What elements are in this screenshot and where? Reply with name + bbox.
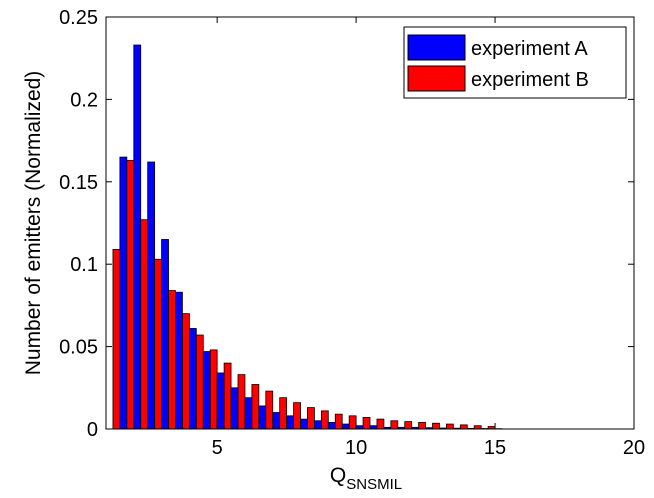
bar-experiment-b	[432, 422, 440, 430]
x-tick-label: 5	[212, 437, 223, 459]
bar-experiment-a	[244, 397, 253, 430]
bar-experiment-b	[223, 362, 232, 430]
bar-experiment-b	[182, 313, 190, 430]
legend: experiment A experiment B	[403, 26, 627, 99]
bar-experiment-b	[126, 159, 135, 430]
bar-experiment-b	[265, 390, 274, 430]
y-tick-label: 0.15	[59, 172, 98, 194]
bar-experiment-b	[348, 415, 357, 430]
x-tick-label: 10	[345, 437, 367, 459]
legend-label-b: experiment B	[471, 69, 589, 91]
bar-experiment-a	[258, 405, 267, 430]
bar-experiment-b	[376, 418, 385, 430]
bar-experiment-a	[300, 418, 308, 430]
bar-experiment-b	[362, 417, 371, 430]
bar-experiment-b	[251, 384, 260, 430]
bar-experiment-b	[320, 410, 329, 430]
bar-experiment-a	[216, 372, 225, 430]
bar-experiment-b	[404, 421, 413, 430]
bar-experiment-b	[390, 420, 399, 430]
bar-experiment-b	[237, 374, 246, 430]
x-axis-label-main: Q	[330, 464, 346, 487]
bar-experiment-b	[140, 219, 149, 430]
bar-experiment-a	[327, 422, 336, 430]
bar-experiment-b	[168, 290, 176, 430]
y-tick-label: 0.2	[70, 89, 98, 111]
bar-experiment-b	[154, 258, 162, 430]
bar-experiment-b	[112, 248, 121, 430]
legend-swatch-b	[407, 65, 466, 92]
x-tick-label: 15	[484, 437, 506, 459]
bar-experiment-b	[459, 424, 468, 430]
bar-experiment-a	[133, 44, 142, 430]
y-tick-label: 0.25	[59, 7, 98, 29]
y-tick-label: 0	[87, 419, 98, 441]
legend-label-a: experiment A	[471, 38, 588, 60]
bar-experiment-b	[307, 407, 315, 430]
bar-experiment-a	[286, 415, 294, 430]
x-axis-label-subscript: SNSMIL	[346, 476, 402, 493]
bar-experiment-b	[293, 402, 301, 430]
plot-frame	[105, 16, 635, 430]
bar-experiment-a	[161, 239, 169, 430]
bar-experiment-a	[272, 412, 281, 430]
bar-experiment-b	[209, 349, 218, 430]
bar-experiment-a	[188, 328, 197, 430]
y-tick-label: 0.05	[59, 337, 98, 359]
bar-experiment-b	[446, 423, 454, 430]
bar-experiment-b	[334, 413, 343, 430]
bar-experiment-b	[195, 334, 204, 430]
ticks-layer: 0 0.05 0.1 0.15 0.2 0.25 5 10 15 20	[59, 7, 645, 459]
bar-experiment-a	[119, 156, 128, 430]
y-tick-label: 0.1	[70, 254, 98, 276]
x-tick-label: 20	[623, 437, 645, 459]
bar-experiment-a	[314, 420, 322, 430]
bar-experiment-a	[341, 423, 350, 430]
bar-experiment-a	[175, 291, 183, 430]
y-axis-label: Number of emitters (Normalized)	[22, 71, 45, 376]
legend-swatch-a	[407, 34, 466, 61]
x-axis-label: QSNSMIL	[330, 464, 402, 493]
bar-experiment-b	[418, 422, 426, 430]
bar-experiment-b	[279, 397, 288, 430]
bar-experiment-a	[230, 387, 239, 430]
bar-experiment-a	[147, 161, 156, 430]
bar-experiment-a	[202, 351, 211, 430]
